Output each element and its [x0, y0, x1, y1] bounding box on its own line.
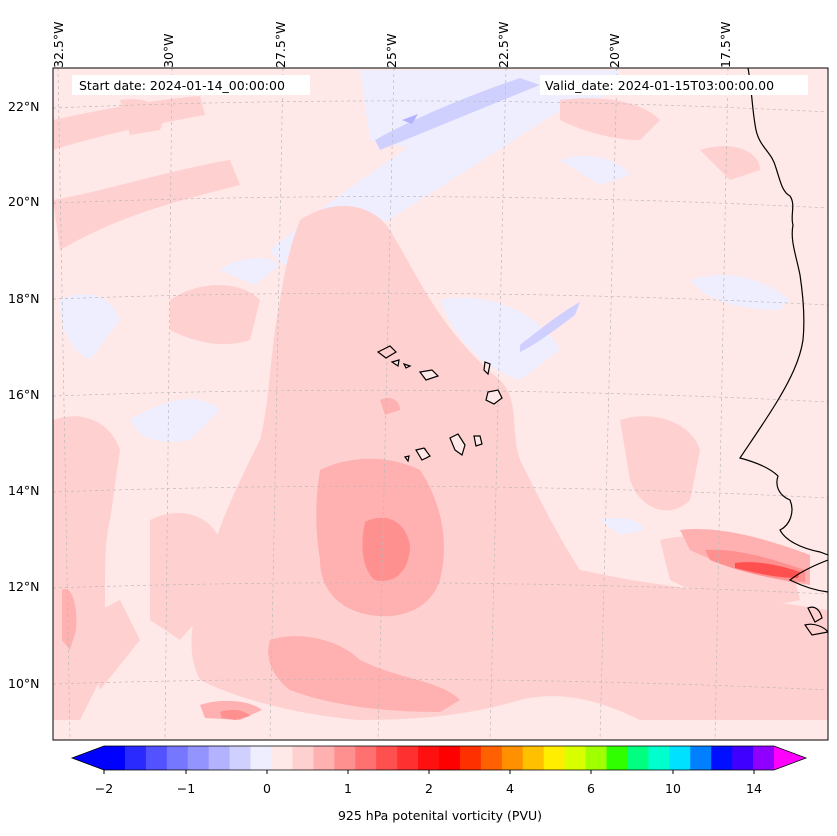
colorbar-swatch	[732, 746, 754, 770]
lon-label-27-5w: 27.5°W	[273, 21, 288, 68]
colorbar-swatch	[543, 746, 566, 770]
colorbar-swatch	[753, 746, 775, 770]
lat-label-12n: 12°N	[8, 579, 40, 594]
colorbar-swatch	[648, 746, 670, 770]
colorbar-swatch	[480, 746, 503, 770]
colorbar-tick-label: 14	[746, 781, 762, 796]
map-gridlines	[53, 68, 828, 740]
coastline	[739, 68, 828, 636]
lon-label-20w: 20°W	[607, 33, 622, 68]
map-plot-area	[53, 68, 828, 740]
colorbar-swatch	[606, 746, 628, 770]
colorbar-swatch	[439, 746, 461, 770]
colorbar-swatch	[690, 746, 712, 770]
colorbar-swatch	[313, 746, 335, 770]
colorbar-tick-label: −2	[94, 781, 114, 796]
colorbar-swatch	[585, 746, 607, 770]
colorbar-swatch	[292, 746, 314, 770]
colorbar-swatch	[711, 746, 733, 770]
cape-verde-islands	[376, 345, 503, 463]
colorbar-swatch	[187, 746, 210, 770]
colorbar-swatch	[669, 746, 691, 770]
colorbar-swatch	[355, 746, 377, 770]
lon-label-17-5w: 17.5°W	[718, 21, 733, 68]
colorbar-tick-label: −1	[176, 781, 196, 796]
colorbar-tick-label: 4	[506, 781, 514, 796]
colorbar-extend-max	[774, 746, 806, 770]
pv-negative-strong-patch	[402, 114, 418, 124]
lon-label-30w: 30°W	[161, 33, 176, 68]
colorbar-tick-label: 6	[587, 781, 595, 796]
colorbar	[70, 745, 808, 774]
lat-label-16n: 16°N	[8, 387, 40, 402]
lon-label-32-5w: 32.5°W	[51, 21, 66, 68]
lat-label-10n: 10°N	[8, 676, 40, 691]
colorbar-swatch	[459, 746, 482, 770]
colorbar-swatch	[522, 746, 545, 770]
colorbar-extend-min	[72, 746, 104, 770]
colorbar-swatch	[627, 746, 649, 770]
colorbar-swatch	[145, 746, 168, 770]
colorbar-swatch	[501, 746, 524, 770]
colorbar-swatch	[208, 746, 231, 770]
colorbar-swatch	[271, 746, 293, 770]
colorbar-swatch	[104, 746, 126, 770]
lat-label-14n: 14°N	[8, 483, 40, 498]
valid-date-box	[540, 75, 808, 95]
colorbar-tick-label: 0	[263, 781, 271, 796]
colorbar-tick-label: 10	[665, 781, 681, 796]
colorbar-swatch	[124, 746, 147, 770]
lon-label-25w: 25°W	[384, 33, 399, 68]
lat-label-18n: 18°N	[8, 291, 40, 306]
colorbar-swatch	[376, 746, 398, 770]
colorbar-swatch	[229, 746, 252, 770]
map-frame	[52, 67, 829, 741]
colorbar-swatch	[397, 746, 419, 770]
lat-label-20n: 20°N	[8, 194, 40, 209]
colorbar-swatch	[250, 746, 272, 770]
colorbar-swatch	[334, 746, 356, 770]
start-date-text: Start date: 2024-01-14_00:00:00	[79, 78, 285, 93]
colorbar-label: 925 hPa potenital vorticity (PVU)	[337, 808, 543, 823]
colorbar-swatch	[166, 746, 189, 770]
colorbar-swatch	[564, 746, 587, 770]
colorbar-tick-label: 1	[344, 781, 352, 796]
lat-label-22n: 22°N	[8, 99, 40, 114]
colorbar-tick-label: 2	[425, 781, 433, 796]
lon-label-22-5w: 22.5°W	[496, 21, 511, 68]
start-date-box	[72, 75, 310, 95]
colorbar-swatch	[418, 746, 440, 770]
valid-date-text: Valid_date: 2024-01-15T03:00:00.00	[545, 78, 775, 93]
